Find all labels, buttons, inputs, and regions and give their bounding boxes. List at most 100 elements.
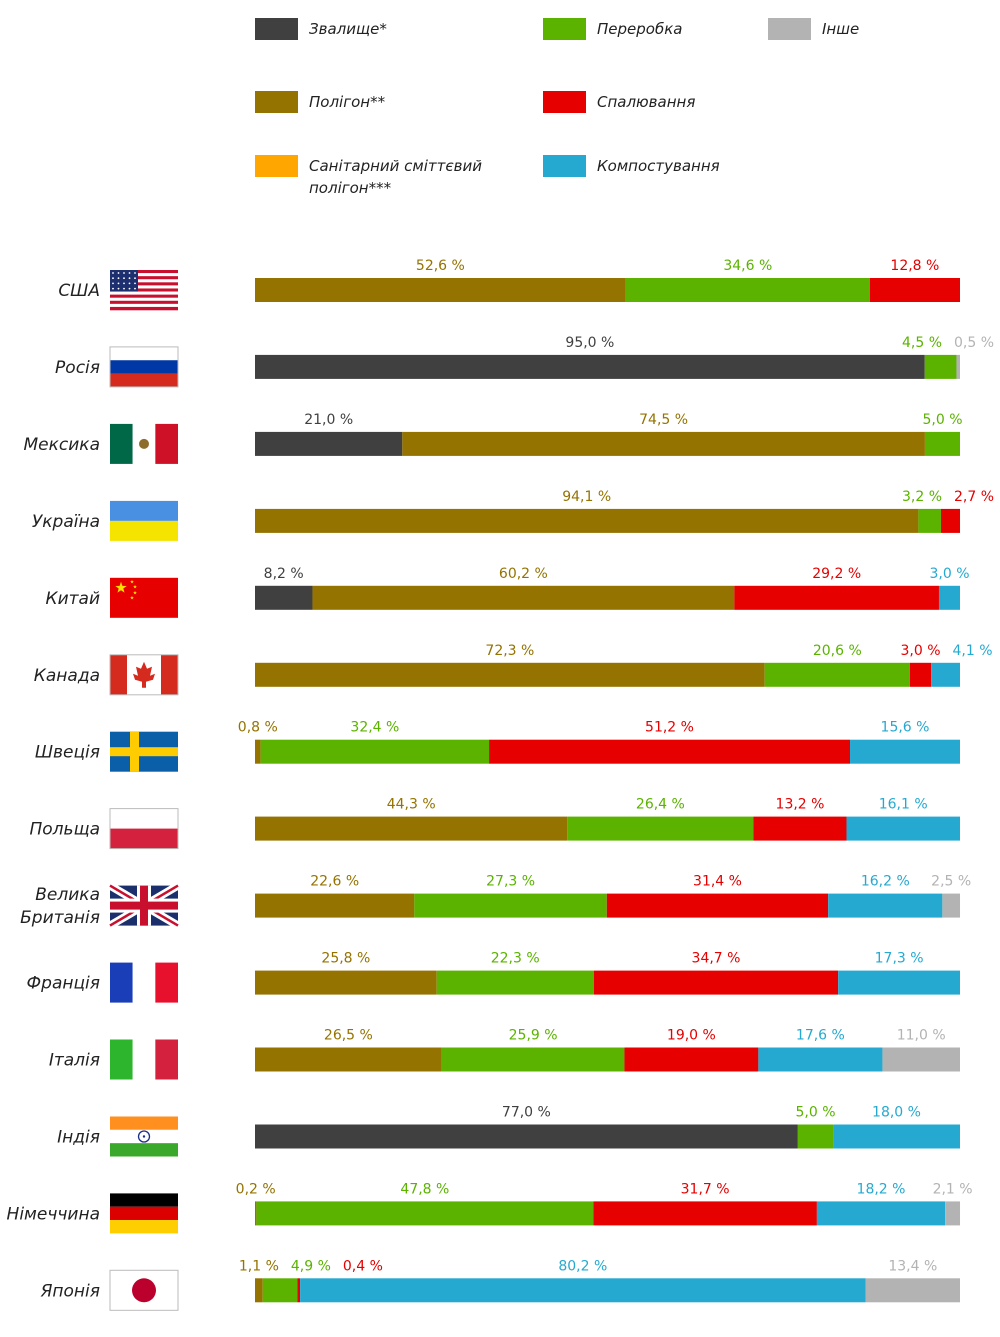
bar-segment-landfill bbox=[255, 1278, 263, 1303]
value-label-recycling: 5,0 % bbox=[795, 1105, 835, 1121]
country-row-uk: Велика Британія 22,6 % 27,3 % 31,4 % 16,2 % 2,… bbox=[20, 874, 971, 930]
country-name: Італія bbox=[49, 1051, 100, 1071]
value-label-composting: 18,0 % bbox=[872, 1105, 921, 1121]
bar-segment-incineration bbox=[734, 585, 939, 610]
country-name: Японія bbox=[40, 1281, 100, 1301]
country-row-france: Франція 25,8 % 22,3 % 34,7 % 17,3 % bbox=[27, 951, 960, 1003]
value-label-composting: 16,1 % bbox=[879, 797, 928, 813]
value-label-incineration: 51,2 % bbox=[645, 720, 694, 736]
bar-segment-recycling bbox=[414, 893, 607, 918]
bar-segment-landfill bbox=[312, 585, 735, 610]
bar-segment-composting bbox=[846, 816, 961, 841]
flag-mexico-icon bbox=[110, 423, 178, 464]
value-label-recycling: 27,3 % bbox=[486, 874, 535, 890]
value-label-recycling: 25,9 % bbox=[509, 1028, 558, 1044]
country-name: Франція bbox=[27, 974, 100, 994]
bar-segment-recycling bbox=[441, 1047, 625, 1072]
country-name: Росія bbox=[55, 358, 100, 378]
value-label-landfill: 52,6 % bbox=[416, 258, 465, 274]
bar-segment-composting bbox=[758, 1047, 883, 1072]
value-label-composting: 18,2 % bbox=[857, 1181, 906, 1197]
country-name: Китай bbox=[46, 589, 101, 609]
bar-segment-recycling bbox=[625, 278, 870, 302]
country-name: Німеччина bbox=[7, 1204, 100, 1224]
bar-segment-incineration bbox=[593, 970, 839, 995]
legend-label: Санітарний сміттєвий полігон*** bbox=[309, 157, 482, 197]
country-row-sweden: Швеція 0,8 % 32,4 % 51,2 % 15,6 % bbox=[35, 720, 960, 772]
legend-item-other: Інше bbox=[768, 18, 859, 40]
value-label-incineration: 31,7 % bbox=[681, 1181, 730, 1197]
value-label-composting: 3,0 % bbox=[929, 566, 969, 582]
legend: Звалище* Полігон** Санітарний сміттєвий пол… bbox=[255, 18, 859, 197]
bar-segment-composting bbox=[850, 739, 960, 764]
legend-item-recycling: Переробка bbox=[543, 18, 682, 40]
country-row-italy: Італія 26,5 % 25,9 % 19,0 % 17,6 % 11,0 % bbox=[49, 1028, 960, 1080]
bar-segment-recycling bbox=[764, 662, 910, 687]
flag-canada-icon bbox=[109, 654, 179, 696]
country-name: Індія bbox=[57, 1128, 100, 1148]
country-name: США bbox=[58, 281, 100, 301]
bar-segment-incineration bbox=[297, 1278, 301, 1303]
legend-item-sanitary-landfill: Санітарний сміттєвий полігон*** bbox=[255, 155, 482, 197]
country-row-poland: Польща 44,3 % 26,4 % 13,2 % 16,1 % bbox=[30, 797, 961, 850]
legend-label: Полігон** bbox=[309, 93, 386, 111]
legend-item-incineration: Спалювання bbox=[543, 91, 695, 113]
value-label-recycling: 47,8 % bbox=[400, 1181, 449, 1197]
value-label-dump: 8,2 % bbox=[264, 566, 304, 582]
value-label-composting: 4,1 % bbox=[952, 643, 992, 659]
bar-segment-landfill bbox=[255, 970, 437, 995]
country-row-ukraine: Україна 94,1 % 3,2 % 2,7 % bbox=[32, 489, 994, 541]
value-label-dump: 95,0 % bbox=[565, 335, 614, 351]
value-label-other: 13,4 % bbox=[888, 1258, 937, 1274]
country-row-japan: Японія 1,1 % 4,9 % 0,4 % 80,2 % 13,4 % bbox=[40, 1258, 960, 1311]
country-row-canada: Канада 72,3 % 20,6 % 3,0 % 4,1 % bbox=[34, 643, 993, 696]
flag-uk-icon bbox=[107, 882, 181, 930]
flag-france-icon bbox=[110, 962, 178, 1003]
value-label-incineration: 19,0 % bbox=[667, 1028, 716, 1044]
bar-segment-other bbox=[942, 893, 961, 918]
value-label-incineration: 34,7 % bbox=[692, 951, 741, 967]
bar-segment-recycling bbox=[924, 354, 957, 379]
bar-segment-composting bbox=[838, 970, 960, 995]
value-label-incineration: 0,4 % bbox=[343, 1258, 383, 1274]
country-row-usa: США 52,6 % 34,6 % 12,8 % bbox=[58, 258, 960, 311]
value-label-composting: 80,2 % bbox=[558, 1258, 607, 1274]
country-row-germany: Німеччина 0,2 % 47,8 % 31,7 % 18,2 % 2,1 % bbox=[7, 1181, 973, 1234]
bar-segment-landfill bbox=[255, 739, 261, 764]
value-label-landfill: 72,3 % bbox=[485, 643, 534, 659]
bar-segment-incineration bbox=[753, 816, 847, 841]
bar-segment-other bbox=[882, 1047, 960, 1072]
country-name: Україна bbox=[32, 512, 100, 532]
bar-segment-recycling bbox=[797, 1124, 834, 1149]
bar-segment-other bbox=[956, 354, 960, 379]
value-label-composting: 17,3 % bbox=[875, 951, 924, 967]
value-label-landfill: 22,6 % bbox=[310, 874, 359, 890]
country-name: Мексика bbox=[24, 435, 100, 455]
legend-swatch bbox=[255, 155, 298, 177]
value-label-landfill: 1,1 % bbox=[239, 1258, 279, 1274]
value-label-incineration: 12,8 % bbox=[890, 258, 939, 274]
country-name: Канада bbox=[34, 666, 100, 686]
bar-segment-dump bbox=[255, 431, 403, 456]
value-label-landfill: 74,5 % bbox=[639, 412, 688, 428]
bar-segment-recycling bbox=[262, 1278, 298, 1303]
value-label-recycling: 22,3 % bbox=[491, 951, 540, 967]
bar-segment-incineration bbox=[489, 739, 851, 764]
bar-segment-recycling bbox=[924, 431, 960, 456]
legend-label: Спалювання bbox=[597, 93, 695, 111]
bar-segment-landfill bbox=[255, 1201, 257, 1226]
value-label-landfill: 0,8 % bbox=[238, 720, 278, 736]
bar-segment-landfill bbox=[255, 893, 415, 918]
bar-segment-landfill bbox=[255, 816, 568, 841]
bar-segment-incineration bbox=[869, 278, 960, 302]
flag-italy-icon bbox=[110, 1039, 178, 1080]
flag-ukraine-icon bbox=[110, 500, 178, 541]
legend-swatch bbox=[543, 18, 586, 40]
country-row-india: Індія 77,0 % 5,0 % 18,0 % bbox=[57, 1105, 960, 1157]
bar-segment-recycling bbox=[567, 816, 754, 841]
value-label-composting: 17,6 % bbox=[796, 1028, 845, 1044]
flag-china-icon bbox=[110, 577, 178, 618]
country-name: Швеція bbox=[35, 743, 100, 763]
flag-india-icon bbox=[110, 1116, 178, 1157]
legend-item-composting: Компостування bbox=[543, 155, 720, 177]
